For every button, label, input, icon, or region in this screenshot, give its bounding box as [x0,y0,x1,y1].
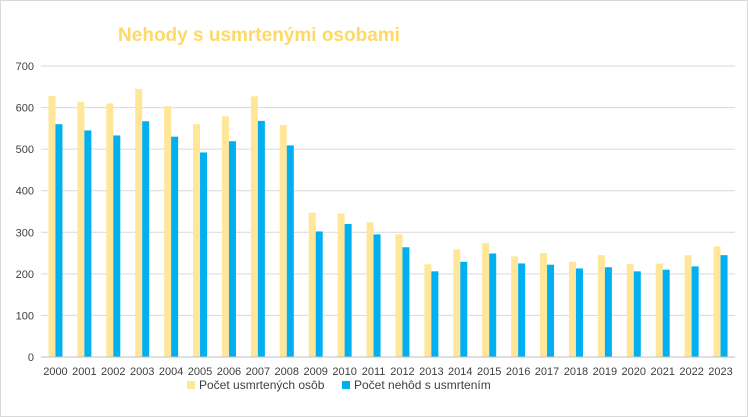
x-tick-label: 2010 [332,366,356,378]
bar-deaths [482,243,490,357]
x-tick-label: 2005 [188,366,212,378]
bar-accidents [604,267,612,357]
bar-accidents [547,264,555,357]
bar-deaths [511,256,519,357]
bar-deaths [250,96,258,358]
bar-deaths [713,246,721,357]
bar-accidents [286,145,294,357]
x-tick-label: 2009 [303,366,327,378]
bar-accidents [171,136,179,357]
bar-accidents [55,124,63,357]
bar-accidents [460,261,468,357]
x-tick-label: 2003 [130,366,154,378]
bar-accidents [662,269,670,357]
bar-deaths [655,263,663,357]
legend-swatch-accidents [342,381,350,389]
y-tick-label: 300 [16,227,34,239]
bar-accidents [720,255,728,357]
bar-accidents [575,268,583,357]
x-tick-label: 2008 [275,366,299,378]
bar-deaths [221,116,229,358]
y-tick-label: 600 [16,103,34,115]
bar-accidents [113,135,121,357]
bar-deaths [453,249,461,357]
x-tick-label: 2019 [593,366,617,378]
x-tick-label: 2022 [679,366,703,378]
x-tick-label: 2012 [390,366,414,378]
legend-label-accidents: Počet nehôd s usmrtením [354,378,491,392]
bar-accidents [633,271,641,357]
bar-deaths [337,213,345,357]
legend-swatch-deaths [187,381,195,389]
y-axis-ticks: 0 100 200 300 400 500 600 700 [16,61,34,364]
y-tick-label: 0 [28,352,34,364]
bar-deaths [568,261,576,357]
bar-deaths [366,222,374,357]
legend-label-deaths: Počet usmrtených osôb [199,378,325,392]
bar-deaths [279,125,287,357]
bar-deaths [135,88,143,357]
bar-deaths [308,212,316,357]
y-tick-label: 700 [16,61,34,73]
x-tick-label: 2013 [419,366,443,378]
x-tick-label: 2018 [564,366,588,378]
bar-deaths [48,95,56,357]
bar-accidents [489,253,497,357]
gridlines [41,65,735,316]
x-tick-label: 2011 [362,366,386,378]
bar-accidents [518,263,526,357]
bar-deaths [626,263,634,357]
bar-accidents [315,231,323,357]
x-tick-label: 2007 [246,366,270,378]
bar-accidents [402,247,410,357]
bar-deaths [540,253,548,357]
bar-deaths [684,255,692,357]
y-tick-label: 200 [16,269,34,281]
bars [48,88,728,358]
x-tick-label: 2020 [622,366,646,378]
bar-deaths [77,101,85,357]
chart-title: Nehody s usmrtenými osobami [118,25,400,46]
x-tick-label: 2002 [101,366,125,378]
x-tick-label: 2014 [448,366,472,378]
y-tick-label: 400 [16,186,34,198]
bar-accidents [373,234,381,357]
legend: Počet usmrtených osôb Počet nehôd s usmr… [187,378,491,392]
bar-deaths [395,234,403,357]
bar-deaths [424,264,432,357]
x-tick-label: 2001 [72,366,96,378]
x-tick-label: 2016 [506,366,530,378]
y-tick-label: 500 [16,144,34,156]
bar-accidents [142,121,150,357]
x-tick-label: 2000 [43,366,67,378]
bar-accidents [691,266,699,357]
x-tick-label: 2023 [708,366,732,378]
x-tick-label: 2004 [159,366,183,378]
x-tick-label: 2017 [535,366,559,378]
bar-deaths [164,106,172,358]
bar-accidents [200,152,208,357]
bar-accidents [257,120,265,357]
y-tick-label: 100 [16,310,34,322]
x-tick-label: 2006 [217,366,241,378]
bar-deaths [193,124,201,357]
x-axis-ticks: 2000 2001 2002 2003 2004 2005 2006 2007 2008 2009… [43,366,733,378]
bar-deaths [597,255,605,357]
x-tick-label: 2021 [650,366,674,378]
x-tick-label: 2015 [477,366,501,378]
bar-deaths [106,103,114,358]
bar-accidents [228,141,236,357]
bar-accidents [344,223,352,357]
bar-accidents [431,271,439,357]
bar-accidents [84,130,92,357]
